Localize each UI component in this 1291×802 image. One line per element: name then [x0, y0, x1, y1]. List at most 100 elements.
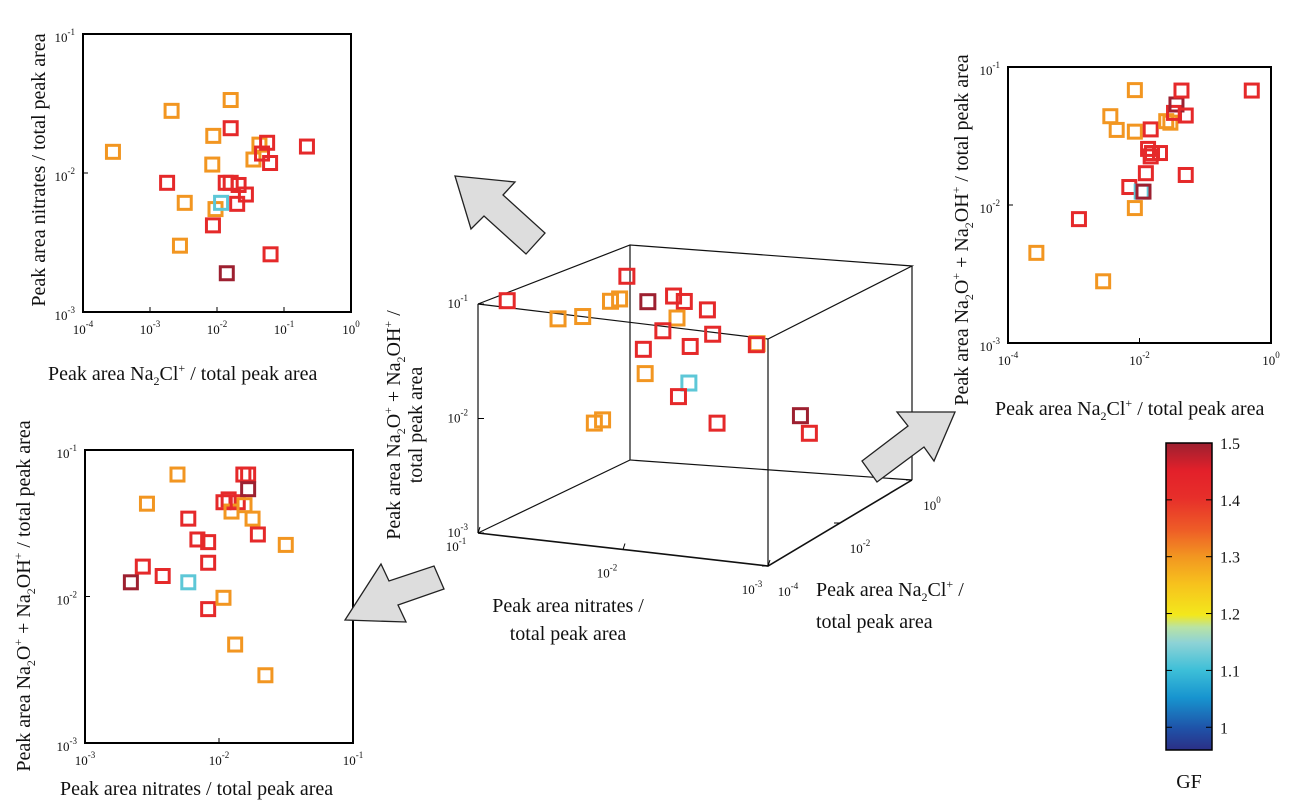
scatter-point — [200, 534, 217, 551]
scatter-point — [259, 134, 276, 151]
scatter-point — [675, 292, 693, 310]
scatter-point — [681, 337, 699, 355]
scatter-point — [180, 510, 197, 527]
panel-3d-scatter: 10-3 10-2 10-1 10-1 10-2 10-3 10-4 10-2 100 Peak… — [381, 244, 964, 645]
axis-ticks-3d: 10-3 10-2 10-1 10-1 10-2 10-3 10-4 10-2 100 — [446, 293, 942, 599]
scatter-point — [747, 336, 765, 354]
scatter-point — [298, 138, 315, 155]
scatter-point — [171, 237, 188, 254]
scatter-point — [200, 601, 217, 618]
x-tick-label: 100 — [1262, 350, 1280, 368]
colorbar-tick-label: 1.4 — [1220, 493, 1240, 510]
scatter-point — [1137, 165, 1154, 182]
scatter-point — [257, 667, 274, 684]
scatter-point — [189, 531, 206, 548]
axis-ticks: 10-3 10-2 10-1 10-3 10-2 10-1 — [57, 443, 364, 768]
colorbar-tick-label: 1 — [1220, 720, 1228, 737]
cube-bottom-front-edges — [477, 479, 913, 567]
x-axis-label-line2: total peak area — [510, 623, 627, 645]
scatter-point — [665, 287, 683, 305]
y-tick-label: 10-2 — [55, 166, 76, 184]
x-tick-mark — [767, 559, 771, 567]
z-tick-label: 10-2 — [448, 408, 469, 426]
scatter-point — [1070, 211, 1087, 228]
colorbar-tick-label: 1.3 — [1220, 550, 1240, 567]
scatter-point — [634, 340, 652, 358]
y-tick-label: 10-2 — [57, 590, 78, 608]
scatter-point — [668, 309, 686, 327]
scatter-point — [204, 156, 221, 173]
x-tick-label: 10-4 — [998, 350, 1019, 368]
colorbar-tick-label: 1.5 — [1220, 436, 1240, 453]
y-axis-label: Peak area nitrates / total peak area — [28, 33, 50, 306]
scatter-point — [611, 290, 629, 308]
scatter-point — [229, 195, 246, 212]
scatter-point — [244, 510, 261, 527]
scatter-point — [669, 388, 687, 406]
scatter-point — [154, 568, 171, 585]
colorbar-tick-label: 1.2 — [1220, 607, 1240, 624]
scatter-points — [1028, 82, 1260, 290]
z-tick-label: 10-3 — [448, 522, 469, 540]
scatter-point — [1173, 82, 1190, 99]
axes-box — [84, 449, 354, 744]
scatter-point — [169, 466, 186, 483]
x-tick-label: 10-3 — [140, 319, 161, 337]
scatter-point — [1135, 183, 1152, 200]
arrow-to-bottom-left-panel — [343, 562, 445, 623]
scatter-point — [654, 322, 672, 340]
scatter-point — [240, 481, 257, 498]
scatter-point — [218, 265, 235, 282]
y-tick-label: 10-3 — [57, 736, 78, 754]
cube-back-edges — [629, 245, 913, 481]
scatter-point — [1151, 145, 1168, 162]
colorbar-ticks: 1.5 1.4 1.3 1.2 1.1 1 — [1166, 436, 1240, 737]
scatter-point — [138, 495, 155, 512]
scatter-point — [585, 414, 603, 432]
gf-colorbar: 1.5 1.4 1.3 1.2 1.1 1 GF — [1165, 436, 1240, 793]
colorbar-tick-label: 1.1 — [1220, 663, 1240, 680]
cube-back-bottom-edge — [477, 459, 631, 534]
y-tick-label: 100 — [923, 495, 941, 513]
scatter-points — [122, 466, 294, 684]
arrow-to-top-left-panel — [454, 175, 546, 255]
x-tick-label: 10-2 — [1129, 350, 1150, 368]
scatter-point — [262, 155, 279, 172]
scatter-point — [549, 310, 567, 328]
scatter-point — [163, 102, 180, 119]
scatter-point — [227, 636, 244, 653]
x-tick-mark — [477, 526, 481, 534]
x-axis-label: Peak area Na2Cl+ / total peak area — [48, 361, 317, 388]
scatter-point — [200, 554, 217, 571]
scatter-point — [122, 574, 139, 591]
scatter-point — [1142, 121, 1159, 138]
y-axis-label-line1: Peak area Na2Cl+ / — [816, 577, 964, 604]
scatter-point — [708, 414, 726, 432]
y-tick-label: 10-2 — [980, 198, 1001, 216]
x-tick-label: 10-2 — [597, 563, 618, 581]
scatter-point — [180, 574, 197, 591]
scatter-point — [1243, 82, 1260, 99]
y-tick-label: 10-1 — [55, 27, 76, 45]
scatter-point — [1028, 244, 1045, 261]
scatter-point — [277, 536, 294, 553]
z-axis-label: Peak area Na2O+ + Na2OH+ / — [381, 310, 408, 540]
scatter-points — [498, 267, 818, 442]
cube-top-face — [477, 244, 915, 340]
scatter-point — [134, 558, 151, 575]
x-tick-mark — [622, 543, 626, 550]
scatter-point — [240, 466, 257, 483]
panel-na2o-vs-na2cl: 10-4 10-2 100 10-3 10-2 10-1 Peak area Na2O+ … — [949, 54, 1280, 423]
scatter-point — [791, 407, 809, 425]
scatter-point — [1126, 123, 1143, 140]
arrows — [343, 175, 956, 623]
scatter-point — [680, 374, 698, 392]
y-axis-label: Peak area Na2O+ + Na2OH+ / total peak ar… — [949, 54, 976, 405]
scatter-point — [574, 308, 592, 326]
scatter-point — [704, 325, 722, 343]
scatter-point — [262, 246, 279, 263]
y-tick-label: 10-1 — [980, 60, 1001, 78]
x-axis-label-line1: Peak area nitrates / — [492, 595, 644, 617]
z-axis-label-line2: total peak area — [405, 367, 427, 484]
